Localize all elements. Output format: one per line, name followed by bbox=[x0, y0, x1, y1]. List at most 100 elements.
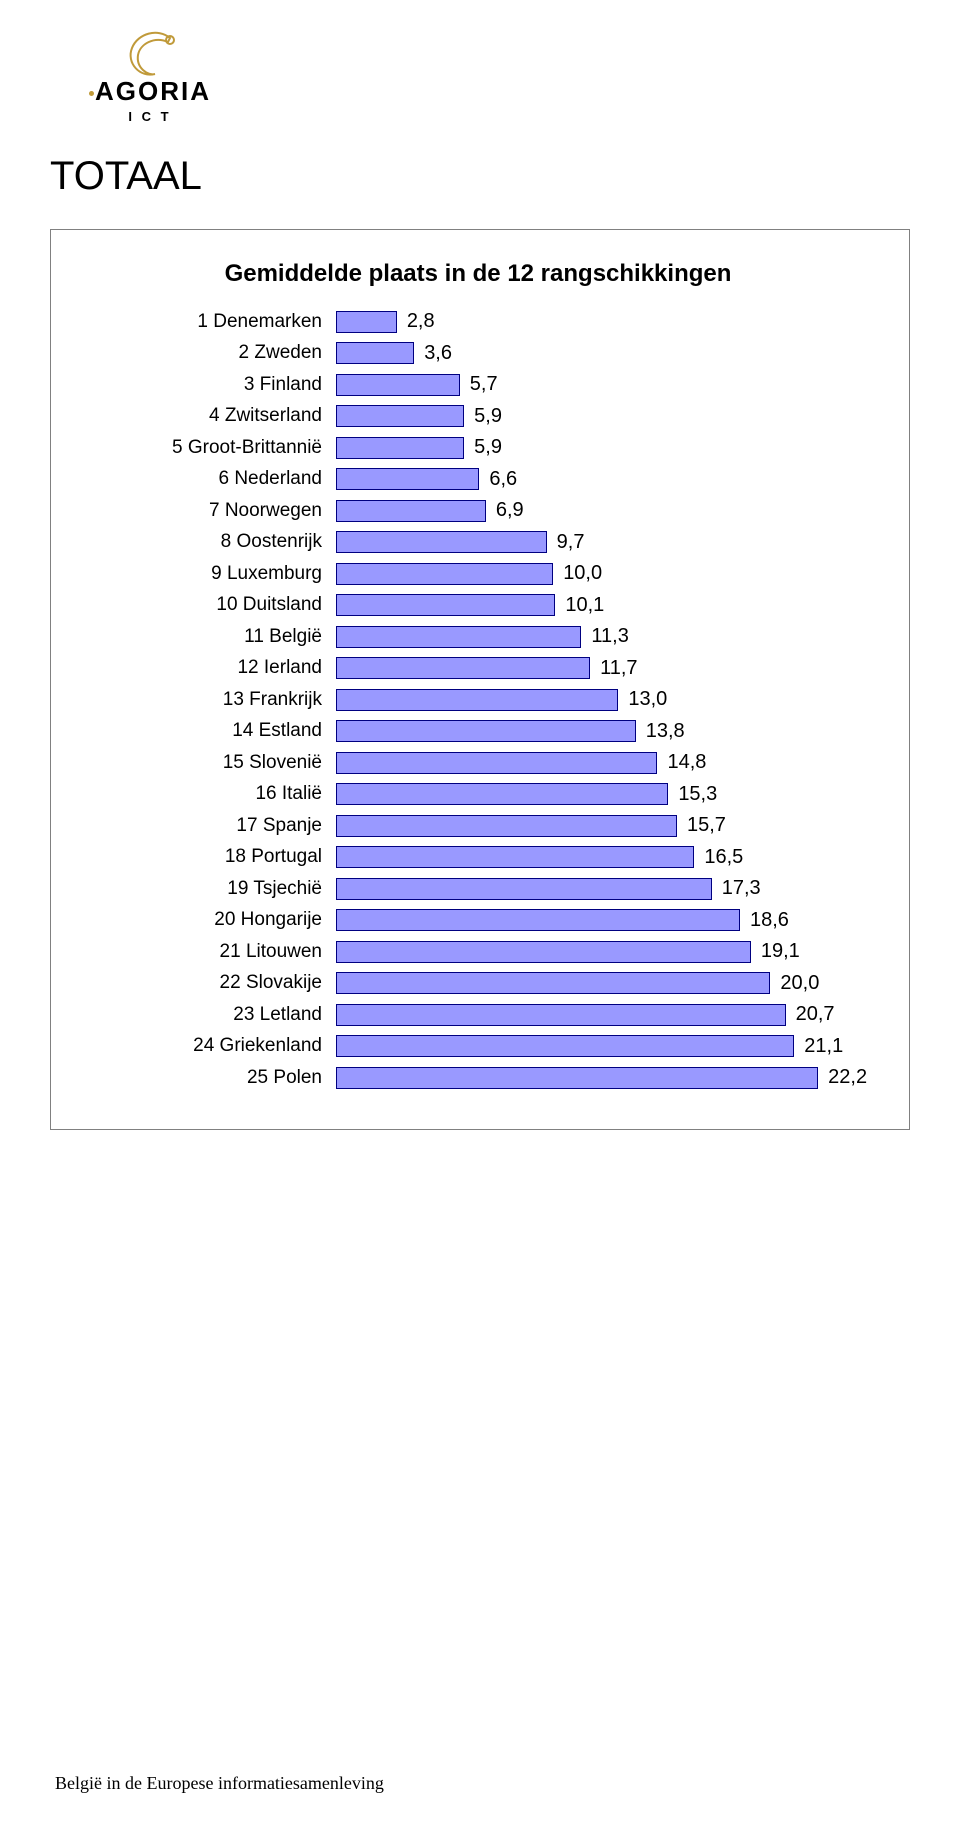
row-value: 18,6 bbox=[750, 909, 789, 932]
chart-row: 23 Letland20,7 bbox=[77, 1003, 879, 1026]
row-label: 14 Estland bbox=[77, 720, 336, 742]
chart-row: 25 Polen22,2 bbox=[77, 1066, 879, 1089]
row-bar bbox=[336, 563, 553, 585]
row-bar bbox=[336, 594, 555, 616]
row-label: 7 Noorwegen bbox=[77, 500, 336, 522]
row-value: 3,6 bbox=[424, 342, 452, 365]
row-bar-track: 3,6 bbox=[336, 342, 879, 365]
row-value: 13,8 bbox=[646, 720, 685, 743]
row-label: 19 Tsjechië bbox=[77, 878, 336, 900]
row-label: 16 Italië bbox=[77, 783, 336, 805]
row-bar-track: 19,1 bbox=[336, 940, 879, 963]
chart-row: 24 Griekenland21,1 bbox=[77, 1035, 879, 1058]
row-value: 11,7 bbox=[600, 657, 637, 680]
row-label: 9 Luxemburg bbox=[77, 563, 336, 585]
row-bar bbox=[336, 752, 657, 774]
chart-rows: 1 Denemarken 2,8 2 Zweden3,6 3 Finland5,7 4 … bbox=[77, 310, 879, 1089]
row-bar-track: 22,2 bbox=[336, 1066, 879, 1089]
row-bar bbox=[336, 972, 770, 994]
chart-row: 8 Oostenrijk9,7 bbox=[77, 531, 879, 554]
row-bar bbox=[336, 1004, 786, 1026]
chart-row: 13 Frankrijk 13,0 bbox=[77, 688, 879, 711]
row-label: 18 Portugal bbox=[77, 846, 336, 868]
row-value: 15,3 bbox=[678, 783, 717, 806]
row-label: 15 Slovenië bbox=[77, 752, 336, 774]
row-bar bbox=[336, 1035, 794, 1057]
row-bar-track: 20,0 bbox=[336, 972, 879, 995]
row-bar-track: 15,7 bbox=[336, 814, 879, 837]
row-label: 1 Denemarken bbox=[77, 311, 336, 333]
row-label: 17 Spanje bbox=[77, 815, 336, 837]
row-bar bbox=[336, 500, 486, 522]
chart-row: 20 Hongarije 18,6 bbox=[77, 909, 879, 932]
chart-row: 3 Finland5,7 bbox=[77, 373, 879, 396]
row-value: 5,9 bbox=[474, 405, 502, 428]
row-label: 13 Frankrijk bbox=[77, 689, 336, 711]
row-bar bbox=[336, 815, 677, 837]
chart-row: 14 Estland 13,8 bbox=[77, 720, 879, 743]
row-bar bbox=[336, 468, 479, 490]
row-label: 22 Slovakije bbox=[77, 972, 336, 994]
row-label: 5 Groot-Brittannië bbox=[77, 437, 336, 459]
row-bar-track: 2,8 bbox=[336, 310, 879, 333]
chart-row: 10 Duitsland 10,1 bbox=[77, 594, 879, 617]
row-label: 4 Zwitserland bbox=[77, 405, 336, 427]
row-label: 6 Nederland bbox=[77, 468, 336, 490]
chart-row: 4 Zwitserland 5,9 bbox=[77, 405, 879, 428]
row-bar bbox=[336, 531, 547, 553]
row-label: 8 Oostenrijk bbox=[77, 531, 336, 553]
chart-title: Gemiddelde plaats in de 12 rangschikking… bbox=[77, 260, 879, 288]
chart-row: 18 Portugal 16,5 bbox=[77, 846, 879, 869]
row-bar-track: 21,1 bbox=[336, 1035, 879, 1058]
row-bar-track: 13,0 bbox=[336, 688, 879, 711]
row-value: 10,1 bbox=[565, 594, 604, 617]
row-bar-track: 20,7 bbox=[336, 1003, 879, 1026]
chart-row: 22 Slovakije20,0 bbox=[77, 972, 879, 995]
row-bar bbox=[336, 909, 740, 931]
row-bar bbox=[336, 311, 397, 333]
row-bar-track: 10,1 bbox=[336, 594, 879, 617]
row-bar-track: 6,6 bbox=[336, 468, 879, 491]
row-value: 21,1 bbox=[804, 1035, 843, 1058]
row-value: 6,9 bbox=[496, 499, 524, 522]
row-bar-track: 13,8 bbox=[336, 720, 879, 743]
row-bar bbox=[336, 437, 464, 459]
row-bar bbox=[336, 878, 712, 900]
row-bar-track: 9,7 bbox=[336, 531, 879, 554]
row-bar-track: 5,7 bbox=[336, 373, 879, 396]
row-bar bbox=[336, 941, 751, 963]
row-bar-track: 11,7 bbox=[336, 657, 879, 680]
row-bar-track: 10,0 bbox=[336, 562, 879, 585]
row-bar-track: 18,6 bbox=[336, 909, 879, 932]
row-value: 19,1 bbox=[761, 940, 800, 963]
logo-subtext: I C T bbox=[128, 109, 171, 124]
chart-row: 6 Nederland6,6 bbox=[77, 468, 879, 491]
agoria-swirl-icon bbox=[120, 30, 180, 80]
chart-frame: Gemiddelde plaats in de 12 rangschikking… bbox=[50, 229, 910, 1130]
row-bar bbox=[336, 342, 414, 364]
row-bar-track: 5,9 bbox=[336, 436, 879, 459]
row-value: 10,0 bbox=[563, 562, 602, 585]
row-value: 17,3 bbox=[722, 877, 761, 900]
row-bar-track: 11,3 bbox=[336, 625, 879, 648]
row-bar bbox=[336, 657, 590, 679]
row-value: 16,5 bbox=[704, 846, 743, 869]
row-label: 10 Duitsland bbox=[77, 594, 336, 616]
row-bar bbox=[336, 689, 618, 711]
row-bar bbox=[336, 1067, 818, 1089]
chart-row: 7 Noorwegen 6,9 bbox=[77, 499, 879, 522]
chart-row: 2 Zweden3,6 bbox=[77, 342, 879, 365]
logo-name: AGORIA bbox=[89, 76, 211, 107]
row-value: 2,8 bbox=[407, 310, 435, 333]
row-bar bbox=[336, 720, 636, 742]
row-bar-track: 5,9 bbox=[336, 405, 879, 428]
row-bar bbox=[336, 626, 581, 648]
logo-name-text: AGORIA bbox=[95, 76, 211, 106]
chart-row: 9 Luxemburg 10,0 bbox=[77, 562, 879, 585]
chart-row: 1 Denemarken 2,8 bbox=[77, 310, 879, 333]
row-value: 13,0 bbox=[628, 688, 667, 711]
row-label: 25 Polen bbox=[77, 1067, 336, 1089]
row-bar-track: 16,5 bbox=[336, 846, 879, 869]
page: AGORIA I C T TOTAAL Gemiddelde plaats in… bbox=[0, 0, 960, 1824]
row-label: 20 Hongarije bbox=[77, 909, 336, 931]
